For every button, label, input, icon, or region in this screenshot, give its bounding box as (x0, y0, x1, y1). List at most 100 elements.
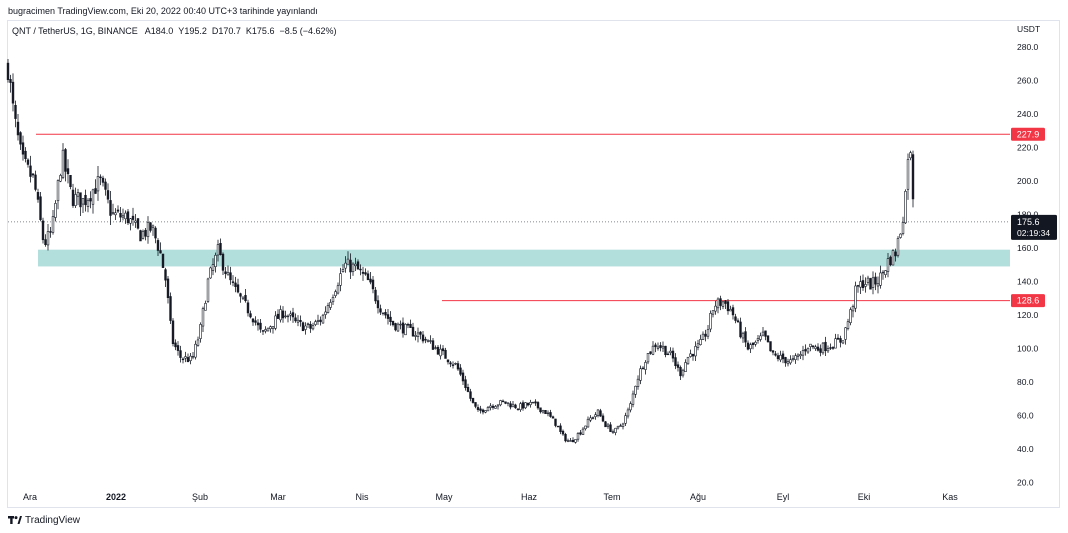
candle-body (194, 343, 197, 358)
candle-body (166, 278, 170, 299)
candle-body (731, 307, 735, 316)
candle-body (489, 405, 492, 408)
candle-body (566, 440, 570, 442)
candle-body (201, 308, 205, 327)
candle-body (179, 350, 182, 358)
candle-body (581, 428, 585, 435)
candle-body (524, 402, 527, 409)
candle-body (281, 310, 285, 319)
chart-frame[interactable] (7, 20, 1060, 508)
candle-body (306, 323, 310, 326)
candle-body (334, 291, 337, 297)
candle-body (379, 308, 382, 313)
candle-body (866, 277, 870, 283)
candle-body (719, 298, 722, 306)
candle-body (104, 181, 107, 190)
candle-body (234, 282, 237, 287)
candle-body (854, 285, 857, 309)
candle-body (784, 357, 787, 364)
candle-body (569, 440, 572, 442)
x-tick-label: Ara (23, 492, 37, 502)
candle-body (889, 256, 892, 266)
candle-body (639, 368, 642, 381)
candle-body (769, 341, 772, 352)
candle-body (229, 272, 232, 281)
candle-body (81, 198, 85, 205)
open-value: 184.0 (150, 26, 174, 36)
countdown-label: 02:19:34 (1017, 228, 1050, 238)
candle-body (381, 312, 385, 315)
footer-brand[interactable]: TradingView (8, 515, 80, 526)
candle-body (66, 168, 70, 175)
candle-body (586, 418, 590, 428)
y-tick-label: 180.0 (1017, 210, 1039, 220)
candle-body (256, 322, 260, 326)
candle-body (676, 364, 680, 368)
x-tick-label: 2022 (106, 492, 126, 502)
candle-body (149, 222, 152, 231)
candle-body (426, 339, 430, 342)
candle-body (191, 356, 195, 358)
candle-body (651, 345, 655, 355)
candle-body (679, 367, 682, 377)
candle-body (494, 406, 497, 409)
x-tick-label: Mar (270, 492, 286, 502)
x-tick-label: Eyl (777, 492, 790, 502)
candle-body (154, 227, 157, 239)
y-tick-label: 40.0 (1017, 444, 1034, 454)
candle-body (756, 338, 760, 341)
candle-body (419, 331, 422, 335)
candle-body (84, 194, 87, 206)
candle-body (434, 347, 437, 349)
candle-body (666, 353, 670, 356)
low-value: 170.7 (218, 26, 241, 36)
candle-body (804, 349, 807, 352)
candle-body (254, 320, 257, 323)
candle-body (664, 345, 667, 356)
candle-body (286, 315, 290, 318)
candle-body (296, 319, 300, 323)
candle-body (184, 356, 187, 359)
currency-label: USDT (1017, 24, 1041, 34)
candle-body (799, 354, 802, 357)
candle-body (899, 233, 902, 238)
candle-body (349, 259, 352, 273)
candle-body (654, 344, 657, 348)
candle-body (264, 329, 267, 332)
candle-body (399, 323, 402, 326)
candle-body (536, 402, 540, 409)
candle-body (226, 271, 230, 276)
candle-body (561, 430, 565, 435)
candle-body (351, 263, 355, 273)
candle-body (659, 345, 662, 348)
candle-body (781, 353, 785, 360)
candle-body (749, 344, 752, 350)
candle-body (841, 340, 845, 344)
candle-body (856, 285, 860, 287)
candle-body (859, 281, 862, 288)
candle-body (491, 405, 495, 408)
candle-body (444, 349, 447, 359)
candle-body (624, 415, 627, 424)
candle-body (729, 309, 732, 312)
candle-body (559, 425, 562, 432)
candle-body (634, 385, 637, 395)
candle-body (36, 192, 40, 200)
candle-body (519, 403, 522, 411)
candle-body (774, 353, 777, 356)
candle-body (909, 152, 912, 159)
candle-body (476, 407, 480, 410)
y-tick-label: 120.0 (1017, 310, 1039, 320)
candle-body (661, 345, 665, 349)
candle-body (864, 284, 867, 287)
candle-body (39, 196, 42, 220)
candle-body (741, 332, 745, 339)
publication-info: bugracimen TradingView.com, Eki 20, 2022… (8, 6, 318, 16)
candle-body (241, 296, 245, 299)
candle-body (816, 346, 820, 351)
candle-body (474, 402, 477, 407)
candle-body (739, 321, 742, 338)
candle-body (246, 302, 250, 314)
change-value: −8.5 (−4.62%) (279, 26, 337, 36)
